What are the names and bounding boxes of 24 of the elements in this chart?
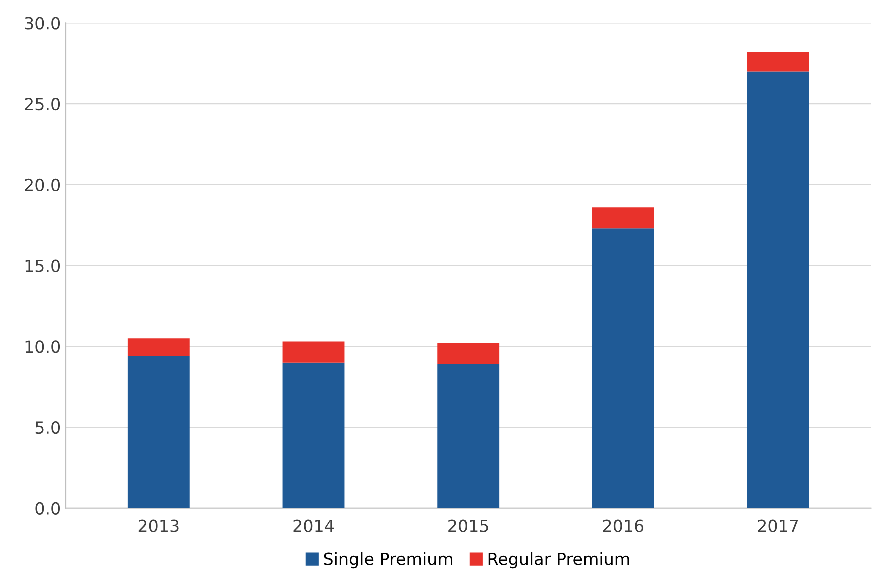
bar bbox=[282, 342, 345, 363]
y-tick-label: 0.0 bbox=[36, 502, 60, 515]
x-tick-label: 2016 bbox=[603, 520, 644, 532]
x-tick-label: 2013 bbox=[138, 520, 179, 532]
y-tick-label: 15.0 bbox=[26, 260, 60, 272]
bar bbox=[282, 362, 345, 508]
y-tick-label: 30.0 bbox=[25, 17, 60, 30]
bar bbox=[747, 72, 810, 508]
bar bbox=[592, 228, 654, 508]
bar bbox=[128, 356, 190, 508]
y-tick-label: 10.0 bbox=[26, 340, 60, 354]
bar bbox=[438, 343, 500, 364]
bar bbox=[128, 338, 190, 356]
bar bbox=[592, 208, 654, 229]
y-tick-label: 5.0 bbox=[36, 421, 60, 434]
legend-label: Single Premium bbox=[324, 552, 453, 569]
legend-label: Regular Premium bbox=[488, 552, 630, 569]
y-tick-label: 25.0 bbox=[25, 98, 60, 111]
x-tick-label: 2015 bbox=[448, 520, 488, 532]
x-tick-label: 2017 bbox=[758, 520, 798, 532]
bar bbox=[438, 364, 500, 508]
x-tick-label: 2014 bbox=[294, 520, 334, 532]
y-tick-label: 20.0 bbox=[25, 178, 60, 192]
bar bbox=[747, 52, 810, 72]
